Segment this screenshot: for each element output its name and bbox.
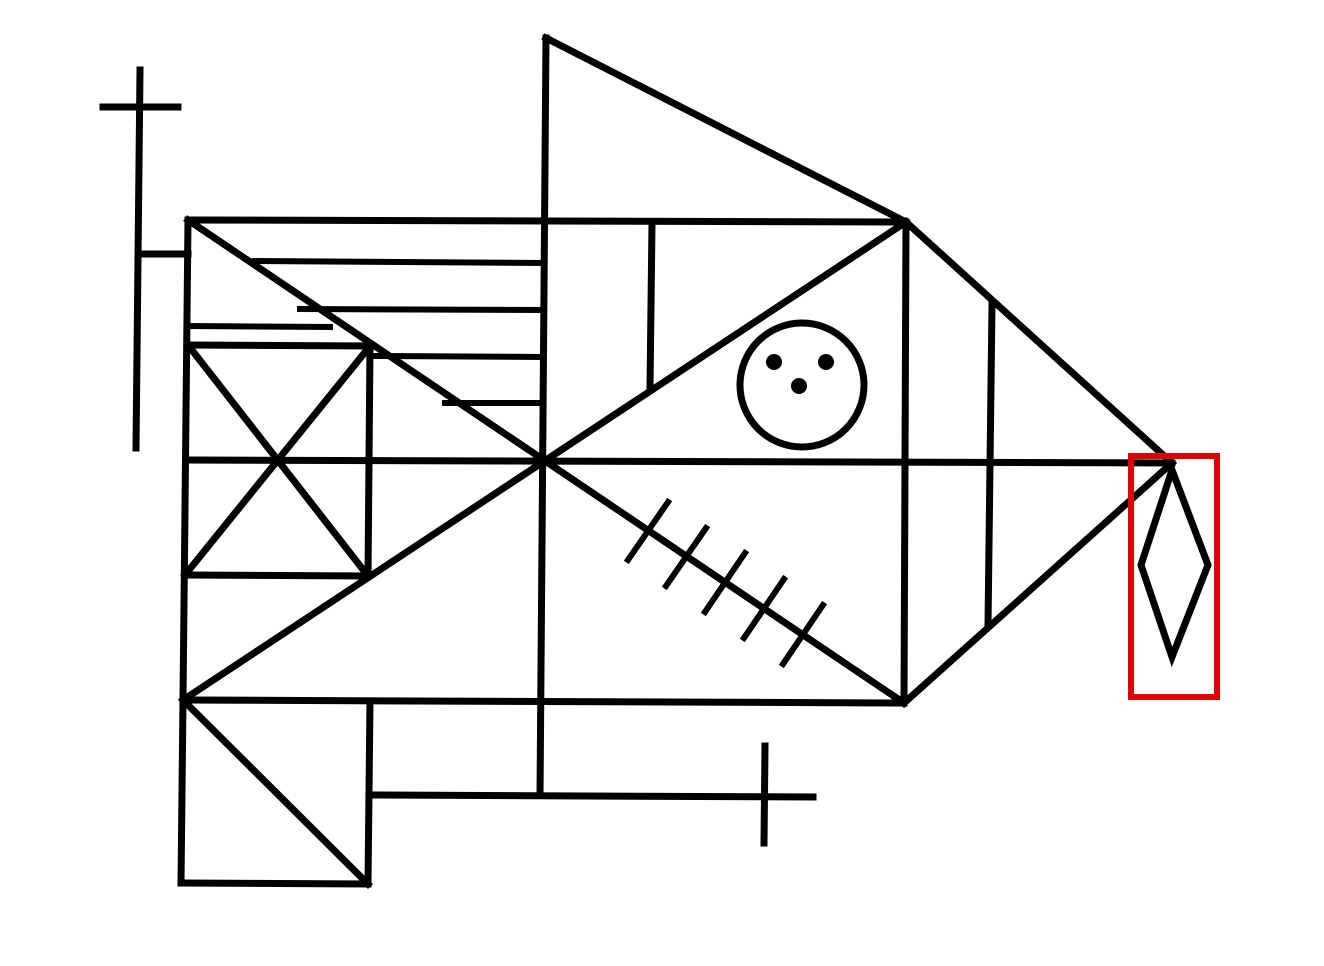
cross-vertical-stem xyxy=(132,66,144,452)
horizontal-midline xyxy=(182,456,1176,467)
diagonals-and-midlines xyxy=(178,34,1176,799)
dot-1 xyxy=(766,354,782,370)
diamond xyxy=(1137,459,1212,668)
hatch-marks xyxy=(623,497,828,669)
left-square-bottom xyxy=(181,571,372,580)
hatch-mark-5 xyxy=(778,600,828,669)
highlight-box xyxy=(1128,453,1220,700)
bottom-square-bottom xyxy=(177,879,372,888)
right-triangle-vertical-line xyxy=(984,301,996,629)
bottom-cross-vertical xyxy=(760,742,769,847)
hatch-mark-4 xyxy=(739,574,789,643)
top-triangle xyxy=(541,33,911,227)
parallel-line-3 xyxy=(371,352,547,361)
bottom-square-left xyxy=(177,696,187,887)
top-left-cross xyxy=(99,66,192,452)
diamond-shape xyxy=(1137,459,1212,668)
bottom-square-diagonal xyxy=(178,695,373,889)
dot-2 xyxy=(818,354,834,370)
right-triangle-lower-edge xyxy=(899,458,1177,708)
top-triangle-hypotenuse xyxy=(541,33,911,227)
vertical-midline xyxy=(536,34,550,799)
right-triangle-upper-edge xyxy=(901,217,1177,468)
right-triangle xyxy=(899,217,1177,708)
hatch-mark-2 xyxy=(661,523,711,591)
bottom-cross xyxy=(366,742,817,847)
left-square-right xyxy=(364,342,374,580)
circle-with-dots xyxy=(736,319,868,451)
parallel-lines-upper-left xyxy=(251,257,547,406)
parallel-line-2 xyxy=(296,305,547,314)
left-square-top xyxy=(184,341,374,350)
left-square-top-extra-line xyxy=(184,322,334,331)
left-square-with-cross xyxy=(180,322,375,581)
left-square-diagonal-b xyxy=(180,341,375,580)
hatch-mark-1 xyxy=(623,497,673,565)
bottom-left-square xyxy=(177,695,374,889)
dot-3 xyxy=(791,378,807,394)
hatch-mark-3 xyxy=(700,548,750,617)
circle xyxy=(736,319,868,451)
parallel-line-1 xyxy=(251,257,547,267)
bottom-horizontal-line xyxy=(366,791,817,801)
upper-right-vertical-line xyxy=(646,220,656,391)
